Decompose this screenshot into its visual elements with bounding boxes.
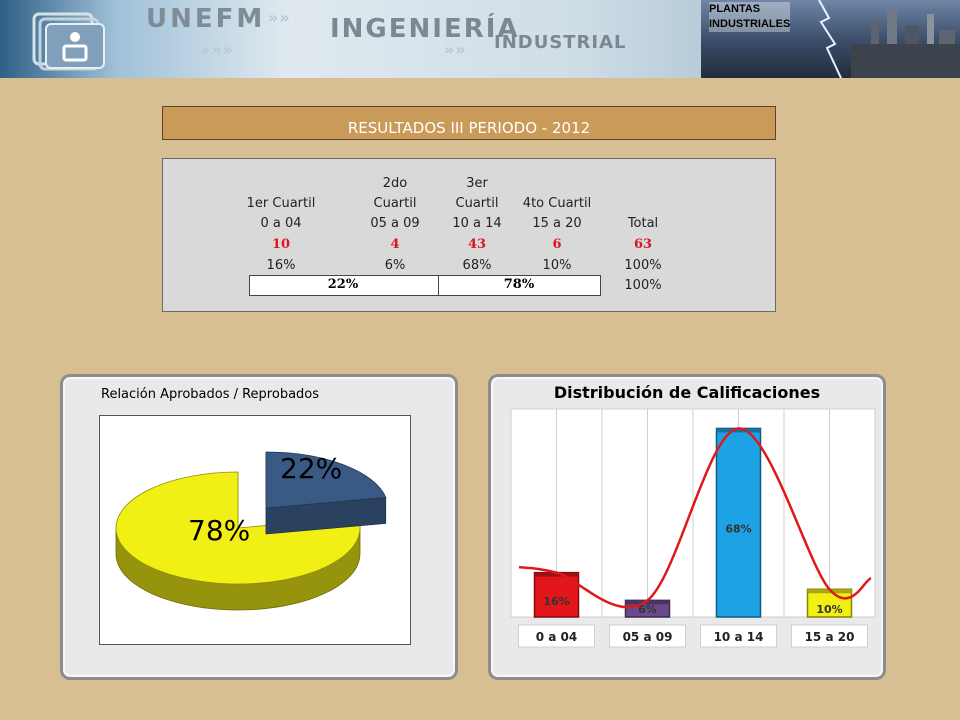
range-cell-total: Total	[627, 216, 659, 231]
category-label: 0 a 04	[536, 630, 578, 644]
category-label-box	[791, 624, 868, 648]
header-banner: UNEFM »» »»» »» INGENIERÍA INDUSTRIAL PL…	[0, 0, 960, 78]
pie-slice-top	[115, 471, 361, 585]
header-cell-top: 3er	[466, 176, 488, 191]
count-cell: 43	[467, 237, 487, 252]
count-cell: 10	[271, 237, 291, 252]
pie-chart-title: Relación Aprobados / Reprobados	[101, 387, 320, 402]
category-label-box	[700, 624, 777, 648]
percent-cell: 10%	[542, 258, 572, 273]
title-industrial: INDUSTRIAL	[494, 32, 627, 53]
brand-name: UNEFM	[146, 4, 266, 34]
chevrons-decor: »»»	[200, 40, 235, 59]
summary-aprobados: 78%	[503, 277, 535, 292]
bar-data-label: 68%	[725, 523, 751, 536]
bar-cap	[716, 428, 761, 433]
bar-data-label: 16%	[543, 595, 569, 608]
summary-total: 100%	[624, 278, 662, 293]
pie-chart-frame: 22% 78%	[99, 415, 411, 645]
range-cell: 10 a 14	[452, 216, 502, 231]
category-label-box	[609, 624, 686, 648]
bar-cap	[807, 589, 852, 594]
pie-slice-top	[265, 451, 387, 509]
title-ingenieria: INGENIERÍA	[330, 14, 520, 44]
pie-data-label: 78%	[188, 514, 250, 547]
header-cell-top: 2do	[382, 176, 408, 191]
bar-cap	[534, 572, 579, 577]
summary-reprobados: 22%	[327, 277, 359, 292]
category-label: 15 a 20	[805, 630, 855, 644]
results-title: RESULTADOS III PERIODO - 2012	[162, 106, 776, 140]
chevrons-decor: »»	[268, 8, 291, 27]
refinery-silhouette-icon	[818, 0, 960, 78]
bar-chart-title: Distribución de Calificaciones	[553, 383, 821, 402]
pie-data-label: 22%	[280, 452, 342, 485]
pie-slice-0	[265, 451, 387, 535]
category-label-box	[518, 624, 595, 648]
plants-label-line1: PLANTAS	[709, 3, 761, 15]
header-cell: 4to Cuartil	[522, 196, 592, 211]
percent-cell: 16%	[266, 258, 296, 273]
category-label: 10 a 14	[714, 630, 764, 644]
unefm-logo-icon	[32, 12, 105, 71]
plants-label-line2: INDUSTRIALES	[709, 18, 791, 30]
bar-data-label: 6%	[638, 603, 657, 616]
industrial-plants-image: PLANTAS INDUSTRIALES	[701, 0, 960, 78]
header-cell: Cuartil	[373, 196, 417, 211]
percent-cell-total: 100%	[624, 258, 662, 273]
percent-cell: 6%	[384, 258, 406, 273]
range-cell: 0 a 04	[260, 216, 302, 231]
category-label: 05 a 09	[623, 630, 673, 644]
results-table: 2do 3er 1er Cuartil Cuartil Cuartil 4to …	[162, 158, 776, 312]
pie-chart-panel: Relación Aprobados / Reprobados 22% 78%	[60, 374, 458, 680]
percent-cell: 68%	[462, 258, 492, 273]
count-cell: 6	[552, 237, 562, 252]
range-cell: 05 a 09	[370, 216, 420, 231]
chevrons-decor: »»	[444, 40, 467, 59]
count-cell: 4	[390, 237, 400, 252]
bar-chart: 16% 0 a 04 6% 05 a 09 68% 10 a 14 10% 15 a 20	[510, 408, 876, 648]
header-cell: 1er Cuartil	[246, 196, 316, 211]
pie-chart: 22% 78%	[115, 451, 387, 611]
bar-data-label: 10%	[816, 603, 842, 616]
summary-box	[249, 275, 601, 296]
bar-cap	[625, 600, 670, 605]
trend-curve	[518, 427, 872, 609]
count-cell-total: 63	[633, 237, 653, 252]
plants-label: PLANTAS INDUSTRIALES	[709, 2, 791, 32]
bar-chart-panel: Distribución de Calificaciones 16% 0 a 04…	[488, 374, 886, 680]
range-cell: 15 a 20	[532, 216, 582, 231]
header-cell: Cuartil	[455, 196, 499, 211]
